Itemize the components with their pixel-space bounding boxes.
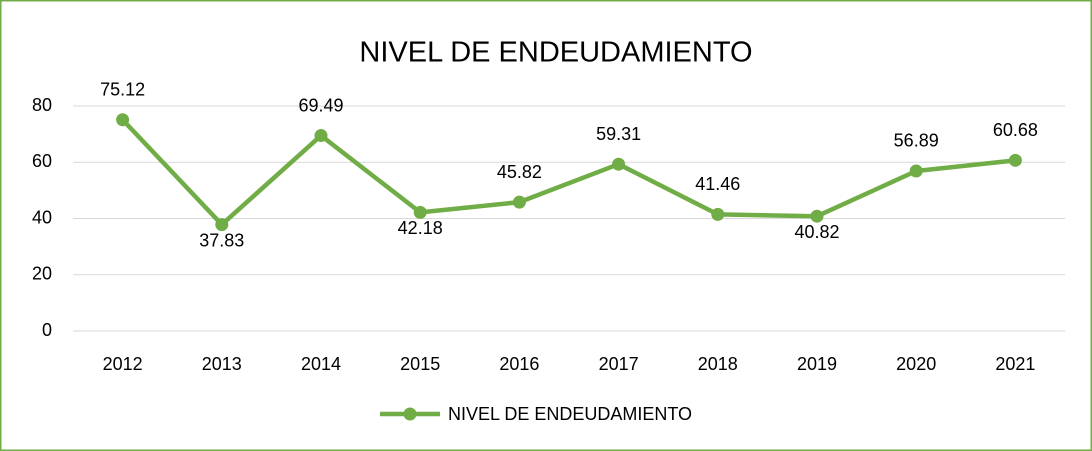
data-label: 75.12: [100, 79, 145, 99]
x-tick-label: 2016: [499, 354, 539, 374]
x-tick-label: 2015: [400, 354, 440, 374]
marker: [612, 157, 626, 171]
data-label: 60.68: [993, 120, 1038, 140]
marker: [116, 113, 130, 127]
y-tick-label: 40: [32, 207, 52, 227]
line: [120, 118, 1016, 227]
marker: [909, 164, 923, 178]
marker: [810, 209, 824, 223]
legend-label: NIVEL DE ENDEUDAMIENTO: [448, 404, 692, 424]
x-tick-label: 2019: [797, 354, 837, 374]
marker: [512, 195, 526, 209]
y-tick-label: 0: [42, 320, 52, 340]
x-tick-label: 2018: [698, 354, 738, 374]
y-tick-label: 80: [32, 95, 52, 115]
marker: [215, 218, 229, 232]
data-label: 45.82: [497, 162, 542, 182]
data-label: 40.82: [794, 222, 839, 242]
x-tick-label: 2020: [896, 354, 936, 374]
data-label: 59.31: [596, 124, 641, 144]
data-label: 41.46: [695, 174, 740, 194]
marker: [413, 205, 427, 219]
data-label: 37.83: [199, 230, 244, 250]
chart-title: NIVEL DE ENDEUDAMIENTO: [359, 37, 752, 69]
x-tick-label: 2014: [301, 354, 341, 374]
data-label: 42.18: [398, 218, 443, 238]
legend-marker: [403, 407, 417, 421]
x-tick-label: 2017: [599, 354, 639, 374]
x-tick-label: 2013: [202, 354, 242, 374]
marker: [1008, 153, 1022, 167]
marker: [314, 129, 328, 143]
y-tick-label: 60: [32, 151, 52, 171]
data-label: 56.89: [894, 131, 939, 151]
y-tick-label: 20: [32, 264, 52, 284]
marker: [711, 207, 725, 221]
x-tick-label: 2012: [103, 354, 143, 374]
data-label: 69.49: [298, 95, 343, 115]
x-tick-label: 2021: [995, 354, 1035, 374]
